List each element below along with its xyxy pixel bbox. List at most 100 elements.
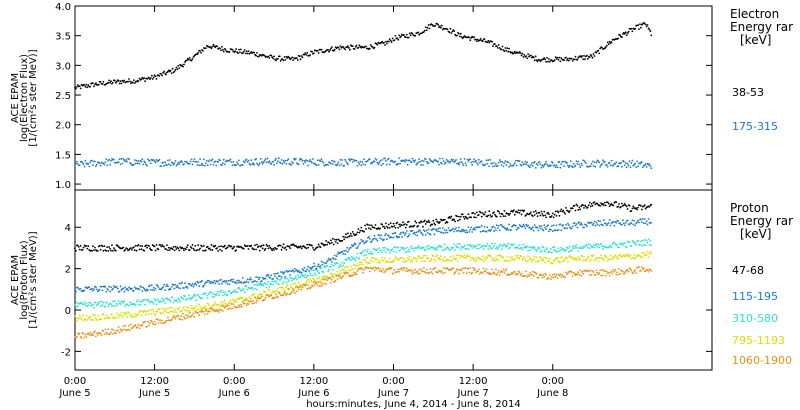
data-point <box>529 249 531 252</box>
data-point <box>144 310 147 313</box>
data-point <box>518 244 521 247</box>
data-point <box>461 267 464 270</box>
data-point <box>526 161 529 164</box>
data-point <box>175 299 178 302</box>
data-point <box>87 84 90 87</box>
data-point <box>246 161 249 163</box>
data-point <box>276 248 278 250</box>
data-point <box>89 331 92 334</box>
data-point <box>388 257 391 260</box>
data-point <box>220 309 222 312</box>
data-point <box>513 52 515 54</box>
data-point <box>327 164 329 166</box>
data-point <box>392 236 395 239</box>
data-point <box>164 302 167 305</box>
data-point <box>273 163 275 166</box>
data-point <box>180 315 183 318</box>
data-point <box>493 211 495 214</box>
data-point <box>368 47 371 50</box>
data-point <box>192 160 195 163</box>
data-point <box>564 258 566 261</box>
data-point <box>579 269 582 272</box>
data-point <box>299 285 302 287</box>
data-point <box>512 273 514 275</box>
data-point <box>151 322 154 325</box>
data-point <box>163 70 166 73</box>
data-point <box>158 307 161 310</box>
data-point <box>93 288 95 291</box>
data-point <box>295 278 298 281</box>
data-point <box>613 256 616 258</box>
data-point <box>168 299 171 301</box>
data-point <box>282 280 285 283</box>
data-point <box>439 258 441 261</box>
data-point <box>117 79 120 82</box>
data-point <box>288 56 291 59</box>
data-point <box>549 274 551 277</box>
data-point <box>171 248 174 251</box>
data-point <box>560 229 563 232</box>
data-point <box>263 54 266 57</box>
data-point <box>261 283 264 286</box>
data-point <box>147 320 149 323</box>
data-point <box>387 40 390 43</box>
data-point <box>107 250 110 252</box>
data-point <box>196 249 199 251</box>
data-point <box>507 50 510 53</box>
data-point <box>274 291 276 294</box>
data-point <box>266 245 269 248</box>
data-point <box>627 164 630 167</box>
data-point <box>167 311 170 314</box>
data-point <box>306 159 309 162</box>
data-point <box>332 264 335 267</box>
data-point <box>435 218 438 221</box>
data-point <box>500 248 503 251</box>
data-point <box>612 269 615 271</box>
data-point <box>499 243 502 246</box>
data-point <box>560 261 563 263</box>
data-point <box>134 304 137 307</box>
data-point <box>119 285 122 288</box>
data-point <box>121 162 124 165</box>
data-point <box>229 158 232 161</box>
data-point <box>112 81 114 84</box>
data-point <box>138 248 141 251</box>
data-point <box>540 259 543 261</box>
data-point <box>119 314 122 317</box>
data-point <box>605 163 608 166</box>
data-point <box>601 269 603 272</box>
data-point <box>422 229 425 232</box>
data-point <box>576 226 579 229</box>
data-point <box>365 45 367 48</box>
data-point <box>105 331 108 334</box>
data-point <box>176 284 179 287</box>
data-point <box>285 286 288 289</box>
data-point <box>333 238 336 241</box>
data-point <box>274 159 276 162</box>
data-point <box>148 245 150 247</box>
data-point <box>444 260 447 263</box>
data-point <box>349 235 351 237</box>
data-point <box>255 54 257 57</box>
data-point <box>274 275 276 278</box>
data-point <box>192 306 195 309</box>
data-point <box>161 74 164 77</box>
data-point <box>568 210 571 212</box>
data-point <box>458 32 460 35</box>
data-point <box>371 46 374 48</box>
data-point <box>276 290 278 292</box>
data-point <box>448 162 451 164</box>
data-point <box>594 274 597 276</box>
data-point <box>540 166 543 169</box>
data-point <box>560 208 563 211</box>
data-point <box>465 272 468 275</box>
data-point <box>508 223 510 226</box>
data-point <box>144 80 147 83</box>
data-point <box>335 275 338 278</box>
data-point <box>191 296 194 299</box>
data-point <box>645 239 648 242</box>
data-point <box>340 277 343 280</box>
data-point <box>550 160 553 163</box>
data-point <box>527 53 529 56</box>
data-point <box>603 259 605 261</box>
